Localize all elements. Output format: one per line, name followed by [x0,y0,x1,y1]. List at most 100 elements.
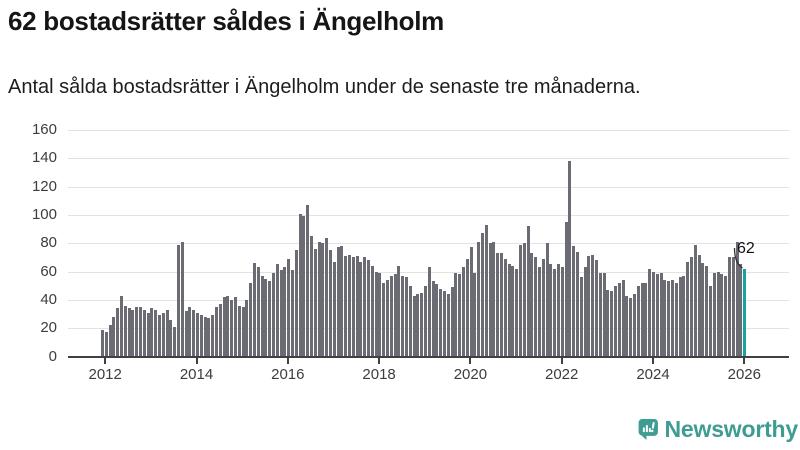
bar [287,258,291,357]
bar [701,263,705,357]
bar [378,272,382,357]
x-axis-tick [286,358,289,364]
bar [173,326,177,357]
bar [108,325,112,357]
bar [678,277,682,357]
gridline [68,158,789,160]
bar [614,285,617,357]
bar [697,254,701,357]
bar [264,278,268,357]
x-axis-tick-label: 2022 [545,365,579,383]
bar [693,244,697,357]
bar [674,282,678,357]
bar [207,318,211,357]
bar [123,305,127,357]
bar [135,306,139,357]
bar [454,272,458,357]
bar [663,280,667,357]
y-axis-tick-label: 20 [40,319,57,337]
bar [382,282,386,357]
y-axis-tick-label: 160 [31,121,57,138]
bar [503,258,507,357]
bar [397,265,401,357]
bar [686,261,690,357]
bar [139,306,142,357]
bar [652,271,655,357]
bar [473,272,477,357]
bar [226,295,230,357]
bar [549,264,553,357]
y-axis-tick-label: 120 [31,177,57,195]
gridline [68,243,789,245]
bar [644,282,648,357]
bar [583,267,587,357]
y-axis-tick-label: 40 [40,290,57,308]
bar [165,309,169,357]
bar [313,248,317,357]
y-axis-tick-label: 60 [40,262,57,280]
bar [241,306,245,357]
bar [386,280,389,357]
bar [355,255,359,357]
bar [279,270,283,357]
y-axis-tick-label: 140 [31,149,57,167]
bar [659,272,663,357]
bar [598,272,602,357]
bar [587,255,591,357]
bar [720,274,724,357]
y-axis-tick-label: 100 [31,205,57,223]
bar [515,268,519,357]
bar [420,292,424,357]
x-axis-tick [469,358,472,364]
bar [625,295,629,357]
bar [310,236,313,357]
bar [636,285,640,357]
bar [249,282,253,357]
bar [462,267,465,357]
bar [412,295,416,357]
bar [230,299,234,357]
bar [211,315,215,357]
bar [188,306,192,357]
bar [340,246,344,357]
bar [735,241,739,357]
x-axis-tick-label: 2016 [271,365,305,383]
bar [576,251,579,357]
newsworthy-branding: Newsworthy [638,410,798,448]
x-axis-tick [104,358,107,364]
bar [298,213,302,357]
bar [112,316,116,357]
y-axis-tick-label: 80 [40,234,57,252]
bar [716,271,720,357]
bar [215,306,218,357]
bar [222,297,226,357]
bar [439,288,443,357]
bar [617,282,621,357]
bar [500,253,503,357]
bar [389,275,393,357]
newsworthy-logo-icon [638,418,658,440]
bar [401,275,405,357]
bar [667,281,671,357]
bar [363,257,367,357]
y-axis-tick-label: 0 [48,347,57,365]
bar [203,316,207,357]
bar [739,264,743,357]
x-axis-tick-label: 2012 [88,365,122,383]
x-axis-tick-label: 2018 [362,365,396,383]
gridline [68,130,789,131]
annotation-leader-line [733,247,743,269]
x-axis-tick [378,358,381,364]
bar [564,222,568,357]
bar [245,299,249,357]
bar [424,285,427,357]
bar [469,247,473,357]
bar [180,241,184,357]
last-value-annotation: 62 [737,240,755,257]
bar [731,257,735,357]
bar [158,315,161,357]
bar [416,294,420,357]
bar [602,272,606,357]
bar [336,247,340,357]
bar [690,257,693,357]
